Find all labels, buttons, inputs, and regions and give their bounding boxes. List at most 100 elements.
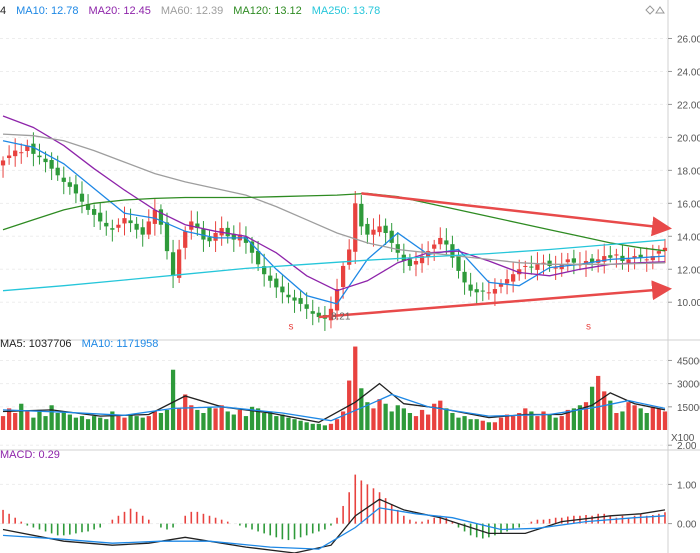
- volume-bar[interactable]: [201, 413, 206, 430]
- candle[interactable]: [243, 226, 249, 254]
- volume-bar[interactable]: [377, 399, 382, 430]
- macd-panel[interactable]: [2, 474, 666, 553]
- candle[interactable]: [170, 239, 176, 289]
- candle[interactable]: [152, 199, 157, 236]
- triangle-up-icon[interactable]: [655, 6, 665, 14]
- candle[interactable]: [565, 253, 570, 273]
- candle[interactable]: [280, 275, 285, 304]
- volume-bar[interactable]: [492, 422, 498, 430]
- volume-bar[interactable]: [340, 411, 346, 430]
- volume-bar[interactable]: [662, 411, 668, 430]
- volume-bar[interactable]: [274, 416, 279, 430]
- volume-bar[interactable]: [456, 417, 461, 430]
- candle[interactable]: [359, 195, 364, 235]
- macd-dea-line[interactable]: [2, 507, 666, 550]
- macd-dif-line[interactable]: [2, 498, 666, 553]
- volume-bar[interactable]: [468, 419, 473, 430]
- volume-bar[interactable]: [219, 405, 224, 430]
- volume-bar[interactable]: [55, 413, 60, 430]
- candle[interactable]: [177, 239, 182, 284]
- volume-bar[interactable]: [365, 402, 370, 430]
- candle[interactable]: [468, 272, 473, 297]
- candle[interactable]: [535, 252, 540, 281]
- candle[interactable]: [61, 166, 66, 195]
- ma120-line[interactable]: [2, 192, 666, 252]
- volume-bar[interactable]: [529, 411, 534, 430]
- candle[interactable]: [413, 251, 419, 277]
- volume-bar[interactable]: [61, 411, 66, 430]
- volume-bar[interactable]: [444, 408, 449, 430]
- volume-bar[interactable]: [207, 406, 212, 430]
- volume-ma5-line[interactable]: [2, 382, 666, 423]
- candle[interactable]: [353, 191, 358, 264]
- candle[interactable]: [79, 181, 85, 214]
- volume-bar[interactable]: [49, 405, 54, 430]
- volume-bar[interactable]: [304, 422, 309, 430]
- volume-bar[interactable]: [438, 400, 443, 430]
- candle[interactable]: [158, 204, 164, 235]
- candle[interactable]: [67, 176, 72, 195]
- candle[interactable]: [201, 221, 206, 252]
- volume-bar[interactable]: [426, 414, 431, 430]
- volume-bar[interactable]: [0, 416, 6, 430]
- volume-bar[interactable]: [328, 423, 334, 430]
- ma250-line[interactable]: [2, 239, 666, 292]
- trend-line-lower[interactable]: [318, 280, 673, 319]
- volume-bar[interactable]: [231, 414, 236, 430]
- volume-panel[interactable]: [0, 346, 668, 430]
- volume-bar[interactable]: [383, 403, 388, 430]
- candle[interactable]: [262, 253, 267, 287]
- volume-bar[interactable]: [407, 413, 413, 430]
- volume-bar[interactable]: [571, 408, 576, 430]
- candle[interactable]: [207, 230, 212, 247]
- volume-bar[interactable]: [128, 414, 133, 430]
- candle[interactable]: [656, 245, 662, 263]
- volume-bar[interactable]: [280, 414, 285, 430]
- candle[interactable]: [432, 239, 437, 261]
- volume-bar[interactable]: [31, 417, 36, 430]
- volume-bar[interactable]: [104, 419, 109, 430]
- volume-bar[interactable]: [602, 391, 607, 430]
- candle[interactable]: [347, 239, 352, 270]
- candle[interactable]: [225, 221, 230, 244]
- candle[interactable]: [274, 273, 279, 298]
- volume-bar[interactable]: [401, 408, 406, 430]
- volume-bar[interactable]: [511, 416, 516, 430]
- diamond-settings-icon[interactable]: [645, 5, 655, 15]
- candle[interactable]: [462, 260, 467, 295]
- candle[interactable]: [110, 219, 115, 242]
- volume-bar[interactable]: [626, 402, 631, 430]
- volume-bar[interactable]: [243, 416, 249, 430]
- volume-bar[interactable]: [620, 411, 625, 430]
- candle[interactable]: [498, 279, 504, 294]
- candle[interactable]: [195, 211, 200, 236]
- volume-bar[interactable]: [565, 409, 570, 430]
- volume-bar[interactable]: [225, 411, 230, 430]
- volume-bar[interactable]: [614, 413, 619, 430]
- volume-bar[interactable]: [98, 417, 103, 430]
- volume-bar[interactable]: [577, 405, 583, 430]
- candle[interactable]: [644, 247, 649, 272]
- volume-bar[interactable]: [432, 403, 437, 430]
- volume-bar[interactable]: [553, 417, 558, 430]
- candle[interactable]: [310, 299, 315, 326]
- volume-bar[interactable]: [292, 419, 297, 430]
- volume-bar[interactable]: [13, 413, 18, 430]
- candle[interactable]: [638, 247, 643, 262]
- candle[interactable]: [334, 278, 340, 321]
- volume-bar[interactable]: [450, 413, 455, 430]
- volume-bar[interactable]: [158, 413, 164, 430]
- volume-bar[interactable]: [268, 411, 273, 430]
- candle[interactable]: [523, 260, 528, 280]
- candle[interactable]: [632, 248, 637, 270]
- volume-bar[interactable]: [43, 416, 48, 430]
- volume-bar[interactable]: [249, 406, 255, 430]
- candle[interactable]: [529, 255, 534, 275]
- volume-bar[interactable]: [255, 408, 261, 430]
- candle[interactable]: [164, 212, 170, 260]
- volume-bar[interactable]: [262, 413, 267, 430]
- volume-bar[interactable]: [498, 417, 504, 430]
- volume-bar[interactable]: [19, 403, 24, 430]
- volume-bar[interactable]: [486, 422, 491, 430]
- volume-bar[interactable]: [213, 408, 218, 430]
